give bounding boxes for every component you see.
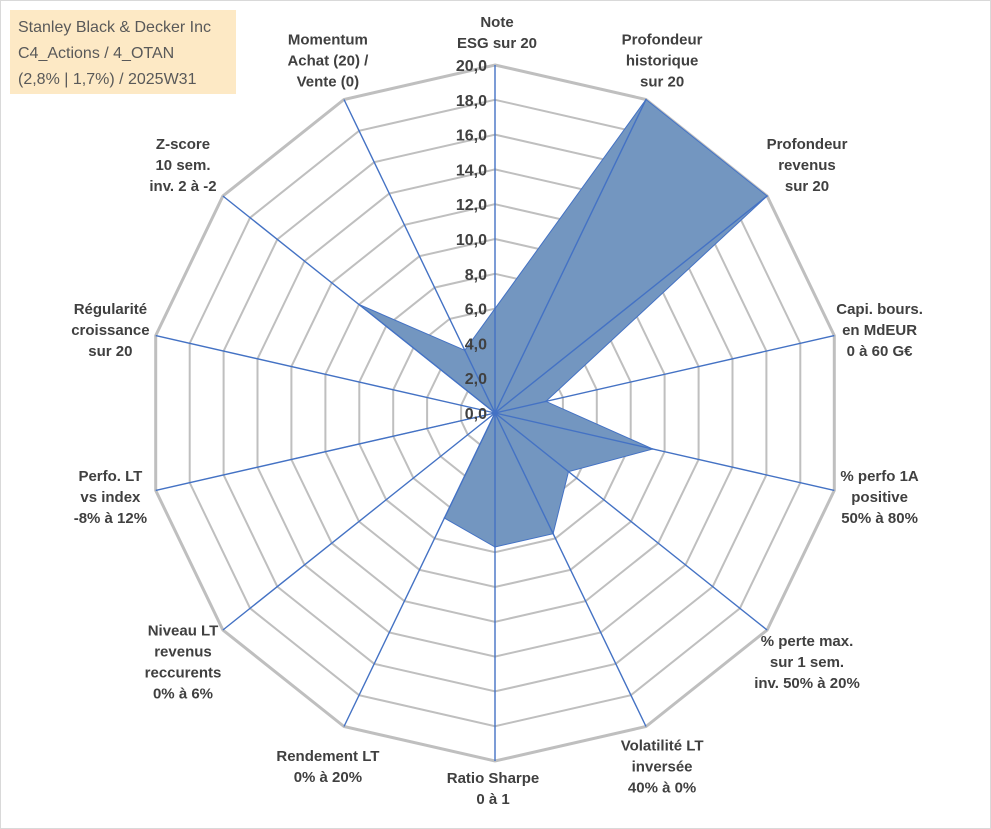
tick-label: 20,0 — [456, 58, 487, 75]
axis-label: Niveau LT revenus reccurents 0% à 6% — [145, 622, 222, 702]
title-line-2: C4_Actions / 4_OTAN — [18, 45, 175, 62]
spoke-line — [494, 412, 835, 492]
title-line-3: (2,8% | 1,7%) / 2025W31 — [18, 71, 197, 88]
axis-label: Capi. bours. en MdEUR 0 à 60 G€ — [836, 301, 923, 360]
spoke-line — [494, 412, 768, 631]
axis-label: Note ESG sur 20 — [457, 14, 537, 52]
radar-spokes — [155, 65, 835, 761]
axis-label: Profondeur historique sur 20 — [622, 32, 703, 91]
tick-label: 10,0 — [456, 232, 487, 249]
spoke-line — [222, 412, 496, 631]
spoke-line — [343, 99, 496, 414]
axis-label: Volatilité LT inversée 40% à 0% — [621, 737, 704, 796]
spoke-line — [494, 195, 768, 414]
tick-label: 2,0 — [465, 371, 487, 388]
axis-label: Perfo. LT vs index -8% à 12% — [74, 468, 147, 527]
radar-series — [295, 98, 768, 548]
spoke-line — [343, 412, 496, 727]
axis-label: % perfo 1A positive 50% à 80% — [840, 468, 919, 527]
axis-label: Momentum Achat (20) / Vente (0) — [287, 32, 369, 91]
tick-label: 12,0 — [456, 197, 487, 214]
tick-label: 18,0 — [456, 93, 487, 110]
title-box: Stanley Black & Decker Inc C4_Actions / … — [10, 10, 236, 94]
tick-label: 16,0 — [456, 128, 487, 145]
axis-label: Rendement LT 0% à 20% — [276, 748, 379, 786]
radar-axis-labels: Note ESG sur 20 Profondeur historique sur 20… — [71, 14, 923, 808]
tick-label: 8,0 — [465, 267, 487, 284]
axis-label: % perte max. sur 1 sem. inv. 50% à 20% — [754, 633, 860, 692]
radar-tick-labels: 0,0 2,0 4,0 6,0 8,0 10,0 12,0 14,0 16,0 18,0 20,0 — [456, 58, 487, 423]
axis-label: Profondeur revenus sur 20 — [767, 136, 848, 195]
spoke-line — [155, 334, 496, 414]
tick-label: 6,0 — [465, 302, 487, 319]
axis-label: Régularité croissance sur 20 — [71, 301, 149, 360]
spoke-line — [222, 195, 496, 414]
spoke-line — [494, 334, 835, 414]
spoke-line — [494, 412, 647, 727]
tick-label: 0,0 — [465, 406, 487, 423]
spoke-line — [494, 99, 647, 414]
spoke-line — [155, 412, 496, 492]
title-line-1: Stanley Black & Decker Inc — [18, 19, 211, 36]
axis-label: Ratio Sharpe 0 à 1 — [447, 770, 540, 808]
tick-label: 4,0 — [465, 336, 487, 353]
axis-label: Z-score 10 sem. inv. 2 à -2 — [149, 136, 216, 195]
tick-label: 14,0 — [456, 162, 487, 179]
